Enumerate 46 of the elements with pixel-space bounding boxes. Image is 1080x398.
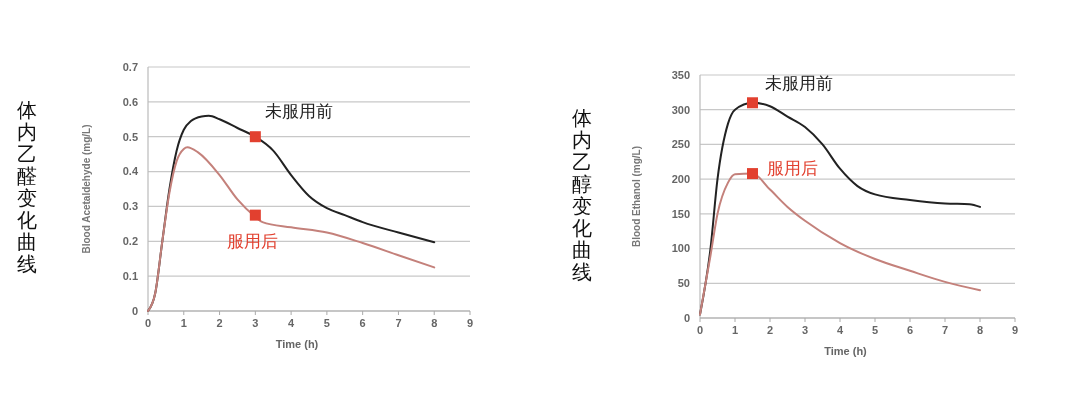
series-label: 未服用前 [764,72,833,93]
x-axis-title: Time (h) [824,345,868,357]
x-tick-label: 7 [395,317,402,329]
x-tick-label: 6 [906,324,914,336]
series-label: 服用后 [227,231,279,252]
y-axis-title: Blood Ethanol (mg/L) [631,145,642,248]
x-tick-label: 4 [288,317,296,329]
x-tick-label: 3 [252,317,259,329]
x-tick-label: 0 [144,317,152,329]
x-tick-label: 1 [180,317,187,329]
y-tick-label: 0.3 [122,200,138,213]
x-tick-label: 6 [359,317,366,329]
y-tick-label: 0 [131,304,138,317]
x-tick-label: 8 [431,317,438,329]
text: 体内乙醛变化曲线 [17,98,37,276]
x-tick-label: 8 [976,324,984,336]
y-tick-label: 0.1 [122,269,138,282]
x-tick-label: 7 [941,324,949,336]
x-tick-label: 5 [871,324,879,336]
y-tick-label: 0.2 [122,235,138,248]
series-label: 未服用前 [265,100,334,121]
line-series [147,146,436,312]
series-label: 服用后 [766,157,818,178]
y-tick-label: 100 [671,242,690,255]
y-tick-label: 0.4 [122,165,139,178]
y-tick-label: 300 [671,103,690,116]
x-tick-label: 9 [1011,324,1019,336]
y-axis-title: Blood Acetaldehyde (mg/L) [81,124,92,254]
y-tick-label: 350 [671,68,690,81]
x-tick-label: 0 [696,324,704,336]
y-tick-label: 0.7 [122,60,138,73]
x-tick-label: 3 [801,324,809,336]
text: 体内乙醇变化曲线 [572,105,592,284]
y-tick-label: 150 [671,207,690,220]
y-tick-label: 250 [671,138,690,151]
x-tick-label: 2 [766,324,774,336]
x-tick-label: 9 [466,317,474,329]
x-tick-label: 2 [216,317,223,329]
x-tick-label: 5 [323,317,330,329]
x-tick-label: 4 [836,324,844,336]
y-tick-label: 200 [671,172,690,185]
y-tick-label: 50 [677,277,690,290]
y-tick-label: 0.5 [122,130,138,143]
x-axis-title: Time (h) [275,338,319,350]
y-tick-label: 0.6 [122,95,138,108]
x-tick-label: 1 [731,324,739,336]
